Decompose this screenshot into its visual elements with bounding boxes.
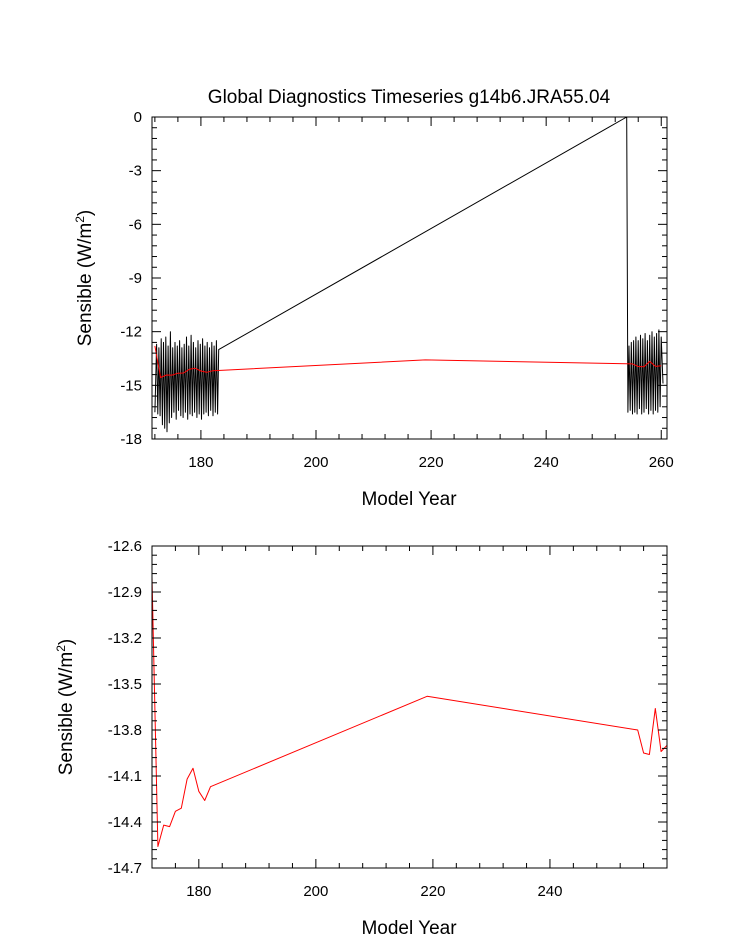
- y-tick-label: -13.2: [108, 630, 142, 647]
- y-tick-label: -14.1: [108, 768, 142, 785]
- x-tick-label: 240: [534, 454, 559, 471]
- y-tick-label: -14.4: [108, 814, 142, 831]
- y-axis-title-base: Sensible (W/m: [56, 652, 77, 776]
- sensible-timeseries-monthly-panel: Global Diagnostics Timeseries g14b6.JRA5…: [73, 87, 674, 510]
- series-line-annual-mean: [154, 345, 662, 378]
- series-line-annual-mean: [151, 576, 668, 847]
- y-axis-title-close: ): [75, 210, 96, 216]
- y-axis-title-close: ): [56, 639, 77, 645]
- y-tick-label: -13.8: [108, 722, 142, 739]
- y-tick-label: -18: [120, 431, 142, 448]
- y-tick-label: -6: [129, 216, 142, 233]
- plot-area: [151, 576, 668, 847]
- series-line-monthly: [154, 116, 664, 433]
- y-axis-title: Sensible (W/m2): [54, 639, 77, 776]
- x-tick-labels: 180 200 220 240: [186, 883, 562, 900]
- y-tick-label: -15: [120, 377, 142, 394]
- x-tick-label: 200: [303, 454, 328, 471]
- sensible-timeseries-annual-panel: 180 200 220 240 -12.6-12.9-13.2-13.5-13.8-1…: [54, 538, 668, 939]
- x-tick-label: 260: [649, 454, 674, 471]
- y-tick-labels: -12.6 -12.9 -13.2 -13.5 -13.8 -14.1 -14.4 -14.7: [108, 538, 142, 877]
- x-axis-title: Model Year: [361, 918, 457, 939]
- y-axis-title-superscript: 2: [54, 645, 68, 652]
- y-axis-title-base: Sensible (W/m: [75, 223, 96, 347]
- plot-frame: [151, 545, 668, 869]
- x-tick-label: 180: [186, 883, 211, 900]
- x-tick-labels: 180 200 220 240 260: [188, 454, 673, 471]
- x-tick-label: 180: [188, 454, 213, 471]
- y-tick-labels: 0 -3 -6 -9 -12 -15 -18: [120, 109, 142, 448]
- axis-ticks: [151, 545, 668, 869]
- x-axis-title: Model Year: [361, 489, 457, 510]
- x-tick-label: 220: [419, 454, 444, 471]
- x-tick-label: 200: [303, 883, 328, 900]
- axis-ticks: [152, 116, 667, 440]
- y-tick-label: -12.9: [108, 584, 142, 601]
- chart-title: Global Diagnostics Timeseries g14b6.JRA5…: [208, 87, 611, 108]
- y-tick-label: -14.7: [108, 860, 142, 877]
- x-tick-label: 220: [420, 883, 445, 900]
- plot-frame: [151, 116, 668, 440]
- x-tick-label: 240: [537, 883, 562, 900]
- plot-area: [154, 116, 664, 433]
- y-axis-title-superscript: 2: [73, 216, 87, 223]
- y-tick-label: -13.5: [108, 676, 142, 693]
- y-tick-label: 0: [134, 109, 142, 126]
- y-tick-label: -12.6: [108, 538, 142, 555]
- y-tick-label: -9: [129, 270, 142, 287]
- y-axis-title: Sensible (W/m2): [73, 210, 96, 347]
- y-tick-label: -12: [120, 324, 142, 341]
- y-tick-label: -3: [129, 163, 142, 180]
